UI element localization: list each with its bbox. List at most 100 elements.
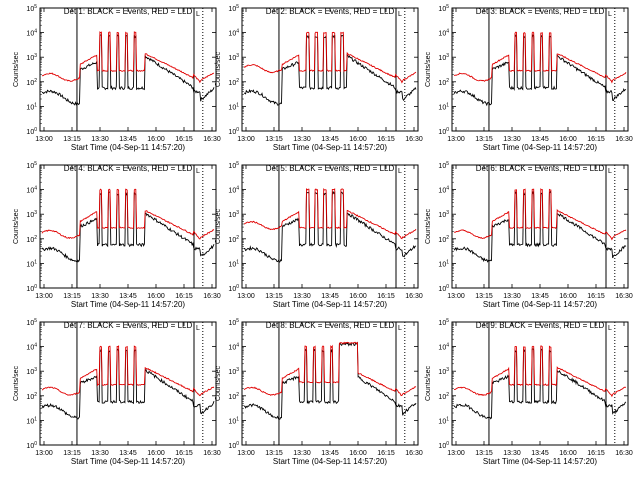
panel-title: Det 7: BLACK = Events, RED = LLD (64, 321, 193, 330)
detector-panel-3: 100 101 102 103 104 105 13:00 13:15 13:30 13:45 16… (425, 4, 633, 152)
x-tick-label: 16:15 (587, 450, 605, 457)
x-tick-label: 13:00 (447, 293, 465, 300)
y-tick-label: 100 (438, 441, 449, 450)
events-series-line (41, 34, 215, 106)
y-tick-label: 102 (228, 392, 239, 401)
y-tick-label: 104 (438, 186, 449, 195)
x-tick-label: 16:00 (349, 136, 367, 143)
x-tick-label: 16:00 (349, 450, 367, 457)
x-tick-label: 13:15 (63, 136, 81, 143)
y-tick-label: 100 (26, 127, 37, 136)
x-tick-label: 13:30 (91, 450, 109, 457)
x-tick-label: 16:15 (587, 293, 605, 300)
x-axis-label: Start Time (04-Sep-11 14:57:20) (273, 300, 387, 309)
plot-frame (241, 7, 419, 132)
y-tick-label: 102 (438, 235, 449, 244)
y-tick-label: 101 (26, 102, 37, 111)
x-tick-label: 13:45 (321, 293, 339, 300)
lld-series-line (243, 31, 417, 84)
y-tick-label: 104 (26, 343, 37, 352)
x-tick-label: 13:30 (91, 293, 109, 300)
x-tick-label: 16:15 (377, 136, 395, 143)
y-tick-label: 100 (228, 441, 239, 450)
y-tick-label: 105 (228, 318, 239, 327)
y-tick-label: 103 (26, 210, 37, 219)
detector-panel-4: 100 101 102 103 104 105 13:00 13:15 13:30 13:45 16… (13, 161, 221, 309)
lld-series-line (41, 31, 215, 84)
marker-label: L (196, 168, 200, 175)
y-axis-label: Counts/sec (215, 51, 222, 87)
x-tick-label: 16:30 (405, 450, 423, 457)
y-tick-label: 102 (438, 78, 449, 87)
x-tick-label: 13:30 (91, 136, 109, 143)
y-tick-label: 105 (438, 161, 449, 170)
x-axis-label: Start Time (04-Sep-11 14:57:20) (71, 143, 185, 152)
x-tick-label: 16:15 (377, 293, 395, 300)
marker-label: L (398, 325, 402, 332)
x-tick-label: 13:00 (237, 293, 255, 300)
x-axis-label: Start Time (04-Sep-11 14:57:20) (71, 300, 185, 309)
events-series-line (453, 34, 627, 107)
panel-title: Det 2: BLACK = Events, RED = LLD (266, 7, 395, 16)
y-tick-label: 102 (26, 235, 37, 244)
x-tick-label: 16:15 (175, 450, 193, 457)
y-axis-label: Counts/sec (13, 208, 20, 244)
x-tick-label: 13:30 (503, 293, 521, 300)
y-tick-label: 101 (228, 259, 239, 268)
lld-series-line (454, 345, 627, 398)
detector-panel-1: 100 101 102 103 104 105 13:00 13:15 13:30 13:45 16… (13, 4, 221, 152)
y-tick-label: 103 (438, 210, 449, 219)
x-tick-label: 16:00 (349, 293, 367, 300)
x-tick-label: 13:00 (35, 450, 53, 457)
x-tick-label: 16:00 (147, 293, 165, 300)
y-tick-label: 103 (228, 367, 239, 376)
marker-label: L (608, 325, 612, 332)
x-axis-label: Start Time (04-Sep-11 14:57:20) (483, 300, 597, 309)
panel-title: Det 3: BLACK = Events, RED = LLD (476, 7, 605, 16)
x-tick-label: 13:00 (447, 136, 465, 143)
y-tick-label: 102 (228, 235, 239, 244)
plot-frame (241, 164, 419, 289)
marker-label: L (196, 11, 200, 18)
x-tick-label: 13:30 (293, 293, 311, 300)
events-series-line (243, 34, 417, 106)
x-tick-label: 13:45 (531, 136, 549, 143)
x-tick-label: 16:00 (147, 450, 165, 457)
x-tick-label: 13:00 (35, 293, 53, 300)
lld-series-line (243, 187, 417, 240)
marker-label: L (608, 168, 612, 175)
marker-label: L (398, 11, 402, 18)
x-tick-label: 13:45 (531, 450, 549, 457)
y-tick-label: 101 (438, 102, 449, 111)
y-axis-label: Counts/sec (13, 365, 20, 401)
y-tick-label: 100 (438, 127, 449, 136)
x-tick-label: 13:30 (503, 136, 521, 143)
y-tick-label: 100 (26, 441, 37, 450)
lld-series-line (41, 188, 215, 240)
x-tick-label: 13:15 (265, 136, 283, 143)
y-tick-label: 104 (26, 186, 37, 195)
lld-series-line (454, 188, 627, 241)
x-tick-label: 13:15 (63, 450, 81, 457)
y-tick-label: 104 (438, 29, 449, 38)
detector-panel-8: 100 101 102 103 104 105 13:00 13:15 13:30 13:45 16… (215, 318, 423, 466)
y-tick-label: 103 (228, 210, 239, 219)
lld-series-line (453, 31, 627, 84)
x-tick-label: 16:00 (559, 136, 577, 143)
y-tick-label: 103 (26, 367, 37, 376)
x-tick-label: 13:45 (119, 136, 137, 143)
x-tick-label: 13:45 (321, 450, 339, 457)
y-tick-label: 102 (26, 392, 37, 401)
panel-title: Det 9: BLACK = Events, RED = LLD (476, 321, 605, 330)
marker-label: L (196, 325, 200, 332)
y-tick-label: 102 (438, 392, 449, 401)
y-tick-label: 102 (228, 78, 239, 87)
y-tick-label: 101 (228, 416, 239, 425)
detector-panel-2: 100 101 102 103 104 105 13:00 13:15 13:30 13:45 16… (215, 4, 423, 152)
events-series-line (41, 191, 215, 264)
y-tick-label: 101 (26, 259, 37, 268)
y-axis-label: Counts/sec (215, 208, 222, 244)
x-tick-label: 16:30 (203, 293, 221, 300)
x-axis-label: Start Time (04-Sep-11 14:57:20) (483, 457, 597, 466)
x-tick-label: 13:15 (475, 293, 493, 300)
